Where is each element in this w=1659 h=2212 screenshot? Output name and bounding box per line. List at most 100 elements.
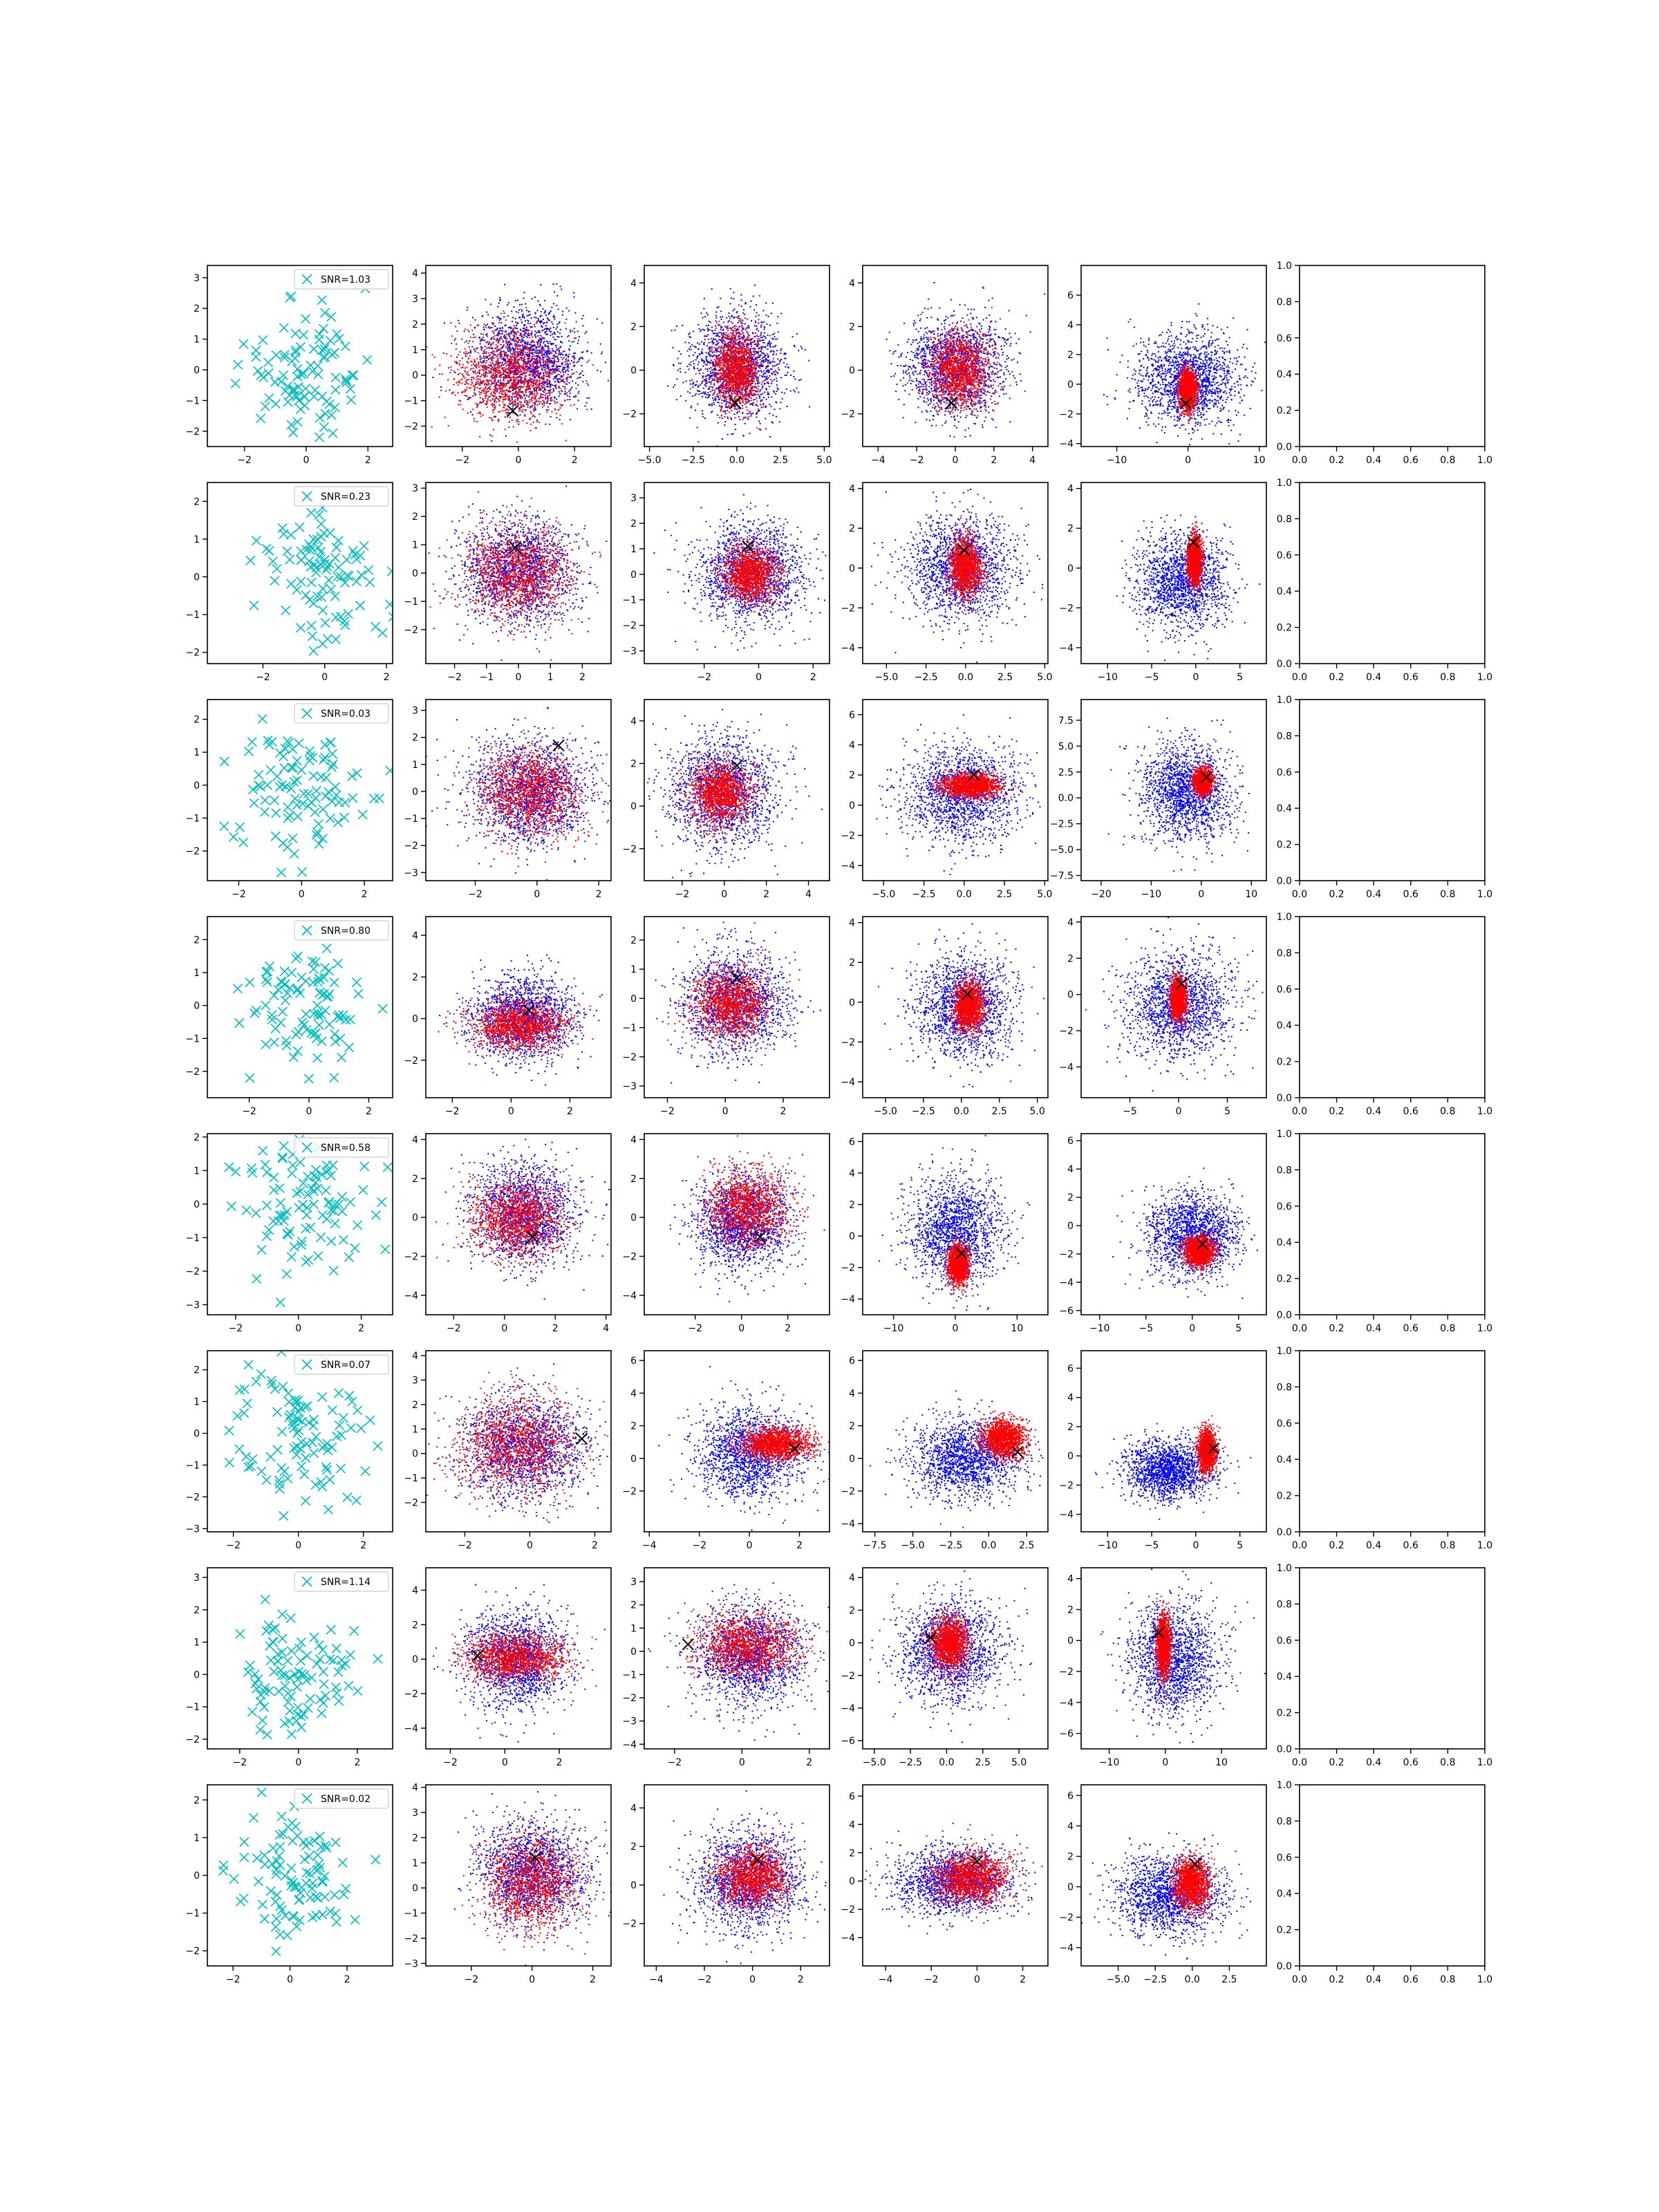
data-point-red <box>450 322 451 324</box>
data-point-blue <box>538 375 539 377</box>
data-point-red <box>494 366 496 367</box>
data-point-blue <box>578 393 579 394</box>
data-point-blue <box>704 335 706 337</box>
data-point-blue <box>543 319 544 320</box>
data-point-blue <box>767 345 768 346</box>
data-point-blue <box>559 332 561 334</box>
data-point-blue <box>523 316 525 317</box>
data-point-blue <box>538 332 539 333</box>
data-point-red <box>537 384 538 385</box>
data-point-red <box>485 403 486 404</box>
data-point-red <box>759 375 760 376</box>
data-point-blue <box>720 329 722 330</box>
data-point-red <box>758 319 759 320</box>
data-point-blue <box>751 320 752 321</box>
data-point-blue <box>709 347 711 348</box>
data-point-blue <box>568 355 569 357</box>
data-point-red <box>541 337 543 338</box>
data-point-blue <box>747 413 748 414</box>
data-point-red <box>526 347 527 348</box>
data-point-red <box>567 336 568 337</box>
data-point-red <box>551 411 552 413</box>
data-point-red <box>476 379 477 380</box>
data-point-red <box>510 400 512 402</box>
data-point-red <box>482 367 483 368</box>
data-point-red <box>476 406 478 408</box>
data-point-red <box>521 359 522 361</box>
data-point-blue <box>521 310 523 312</box>
data-point-blue <box>574 297 575 298</box>
data-point-red <box>498 419 499 420</box>
data-point-red <box>467 386 468 388</box>
data-point-red <box>503 390 504 391</box>
data-point-red <box>489 341 491 343</box>
data-point-blue <box>486 360 487 362</box>
data-point-blue <box>512 346 513 348</box>
data-point-red <box>559 388 561 389</box>
data-point-blue <box>691 344 693 346</box>
data-point-blue <box>702 410 703 411</box>
data-point-blue <box>798 350 799 351</box>
data-point-red <box>529 337 531 338</box>
data-point-red <box>439 364 440 366</box>
data-point-blue <box>467 399 468 400</box>
data-point-blue <box>760 324 762 326</box>
data-point-red <box>529 407 531 409</box>
data-point-blue <box>518 310 520 311</box>
data-point-red <box>514 368 516 369</box>
data-point-blue <box>574 353 576 354</box>
data-point-blue <box>775 339 776 340</box>
data-point-blue <box>552 350 554 351</box>
data-point-blue <box>760 326 762 328</box>
data-point-red <box>536 321 538 323</box>
data-point-blue <box>718 347 719 348</box>
data-point-red <box>485 386 487 388</box>
data-point-red <box>496 347 497 348</box>
data-point-red <box>529 387 530 388</box>
data-point-blue <box>494 326 496 327</box>
data-point-red <box>482 366 483 367</box>
data-point-marker <box>254 366 263 375</box>
data-point-blue <box>534 297 536 298</box>
data-point-red <box>518 341 519 343</box>
data-point-blue <box>708 396 709 397</box>
data-point-red <box>592 364 594 366</box>
data-point-blue <box>539 413 541 415</box>
data-point-blue <box>534 408 535 409</box>
data-point-red <box>480 388 482 389</box>
data-point-red <box>514 400 516 402</box>
data-point-blue <box>586 397 588 399</box>
data-point-blue <box>544 346 545 347</box>
data-point-blue <box>532 326 533 328</box>
data-point-blue <box>552 324 554 325</box>
data-point-blue <box>733 433 734 435</box>
data-point-blue <box>760 337 762 338</box>
data-point-red <box>491 392 492 393</box>
data-point-blue <box>756 326 757 327</box>
data-point-blue <box>536 317 537 319</box>
data-point-red <box>503 345 505 346</box>
data-point-red <box>508 427 509 428</box>
data-point-red <box>473 386 474 387</box>
data-point-blue <box>711 383 712 384</box>
data-point-blue <box>702 396 703 397</box>
data-point-red <box>516 344 518 346</box>
data-point-blue <box>715 369 717 371</box>
data-point-blue <box>712 330 713 332</box>
data-point-red <box>479 411 480 413</box>
data-point-red <box>512 371 513 372</box>
data-point-red <box>509 349 511 350</box>
data-point-blue <box>534 324 535 326</box>
data-point-blue <box>776 391 778 392</box>
data-point-blue <box>693 366 695 368</box>
data-point-blue <box>559 378 560 379</box>
data-point-blue <box>715 311 717 312</box>
data-point-blue <box>545 353 547 354</box>
data-point-red <box>575 395 577 397</box>
data-point-blue <box>733 292 735 293</box>
data-point-red <box>505 390 506 391</box>
data-point-red <box>496 344 497 346</box>
data-point-blue <box>744 303 746 304</box>
data-point-blue <box>527 337 528 338</box>
data-point-marker <box>320 353 329 362</box>
